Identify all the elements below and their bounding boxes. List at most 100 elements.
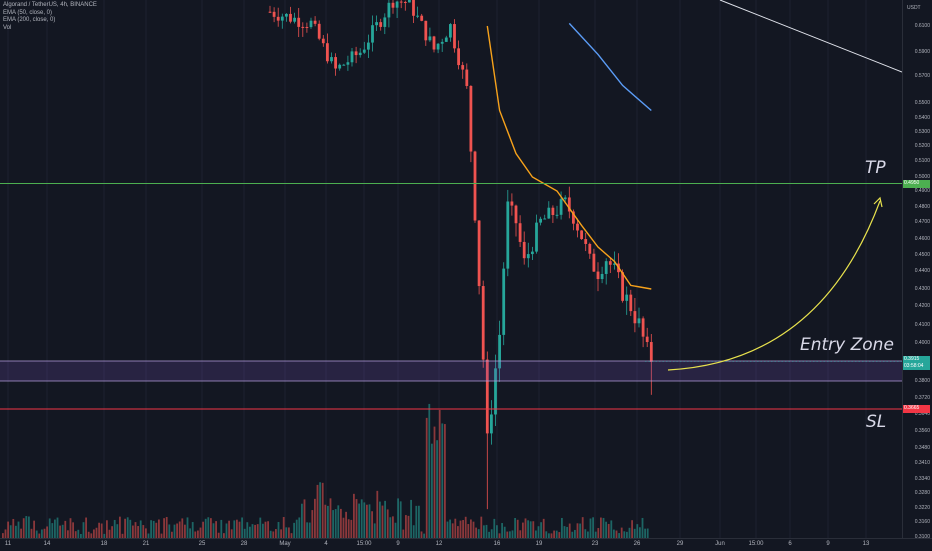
volume-bar (405, 515, 407, 538)
volume-bar (537, 526, 540, 538)
price-axis-label: 0.6100 (914, 23, 930, 29)
volume-bar (350, 519, 353, 538)
volume-bar (600, 517, 602, 538)
chart-legend[interactable]: Algorand / TetherUS, 4h, BINANCE EMA (50… (3, 2, 97, 32)
volume-bar (178, 521, 181, 538)
price-axis[interactable]: USDT 0.6100 0.5900 0.5700 0.5500 0.5400 0.530… (902, 0, 932, 540)
candle-body (535, 222, 538, 252)
volume-bar (340, 508, 342, 538)
candle-body (309, 20, 313, 28)
legend-volume[interactable]: Vol (3, 24, 12, 31)
volume-bar (168, 524, 171, 538)
volume-bar (303, 499, 306, 538)
legend-ema50[interactable]: EMA (50, close, 0) (3, 9, 53, 16)
candle-body (305, 26, 309, 28)
candle-body (510, 201, 514, 206)
candle-body (604, 261, 608, 274)
legend-ema200[interactable]: EMA (200, close, 0) (3, 17, 56, 23)
candle-body (342, 64, 346, 66)
candle-body (403, 1, 407, 3)
volume-bar (158, 519, 160, 538)
price-axis-label: 0.4300 (914, 286, 930, 292)
candle-body (301, 26, 305, 28)
volume-bar (394, 522, 397, 538)
volume-bar (472, 521, 475, 538)
volume-bar (184, 524, 186, 538)
volume-bar (288, 527, 290, 538)
time-axis-label: Jun (715, 541, 725, 547)
volume-bar (535, 530, 537, 538)
time-axis-label: 4 (324, 541, 328, 547)
candle-body (518, 223, 522, 242)
volume-bar (527, 520, 529, 538)
volume-bar (220, 519, 223, 538)
time-axis[interactable]: 11 14 18 21 25 28 May 4 15:00 9 12 16 19 23 26 29 Jun 15:… (0, 538, 932, 551)
candle-body (424, 20, 428, 41)
volume-bar (516, 519, 519, 538)
axis-currency: USDT (907, 5, 921, 11)
volume-bar (503, 526, 506, 538)
candle-body (440, 41, 444, 44)
candle-body (502, 268, 506, 335)
volume-bar (483, 525, 485, 538)
volume-bar (269, 530, 272, 538)
time-axis-label: 29 (676, 541, 684, 547)
volume-bar (558, 532, 561, 538)
volume-bar (610, 520, 613, 538)
price-axis-label: 0.4800 (914, 204, 930, 210)
volume-bar (223, 533, 225, 538)
candle-body (469, 85, 473, 152)
volume-bar (95, 527, 98, 538)
candle-body (592, 253, 596, 272)
candle-body (613, 263, 616, 265)
volume-bar (506, 531, 509, 538)
volume-bar (449, 519, 451, 538)
candle-body (297, 17, 301, 27)
volume-bar (626, 531, 628, 538)
volume-bar (553, 530, 555, 538)
volume-bar (217, 532, 220, 538)
candle-body (379, 22, 383, 27)
legend-symbol[interactable]: Algorand / TetherUS, 4h, BINANCE (3, 2, 97, 8)
volume-bar (540, 522, 542, 538)
candle-body (551, 207, 555, 215)
volume-bar (181, 518, 184, 538)
candle-body (563, 197, 567, 200)
volume-bar (189, 528, 191, 538)
volume-bar (532, 521, 535, 538)
volume-bar (418, 505, 420, 538)
volume-bar (493, 518, 496, 538)
price-axis-label: 0.4200 (914, 303, 930, 309)
candle-body (539, 218, 542, 223)
volume-bar (228, 520, 230, 538)
candle-body (531, 251, 534, 255)
volume-bar (384, 500, 386, 538)
volume-bar (256, 524, 259, 538)
volume-bar (498, 533, 501, 538)
price-axis-label: 0.3100 (914, 534, 930, 540)
volume-bar (93, 529, 95, 538)
volume-bar (423, 533, 425, 538)
volume-bar (397, 498, 399, 538)
volume-bar (191, 522, 194, 538)
volume-bar (633, 528, 636, 538)
volume-bar (371, 511, 373, 538)
candle-body (358, 52, 362, 56)
volume-bar (514, 517, 516, 538)
volume-bar (197, 530, 199, 538)
volume-bar (194, 531, 197, 538)
volume-bar (4, 529, 7, 538)
volume-bar (545, 531, 548, 538)
volume-bar (80, 533, 82, 538)
volume-bar (160, 533, 163, 538)
volume-bar (646, 528, 649, 538)
time-axis-label: 12 (435, 541, 443, 547)
volume-bar (366, 504, 368, 538)
candle-body (506, 201, 510, 269)
price-axis-label: 0.3340 (914, 476, 930, 482)
volume-bar (644, 528, 646, 538)
candle-body (543, 218, 547, 220)
price-chart[interactable] (0, 0, 902, 538)
price-axis-label: 0.5400 (914, 115, 930, 121)
volume-bar (262, 523, 264, 538)
